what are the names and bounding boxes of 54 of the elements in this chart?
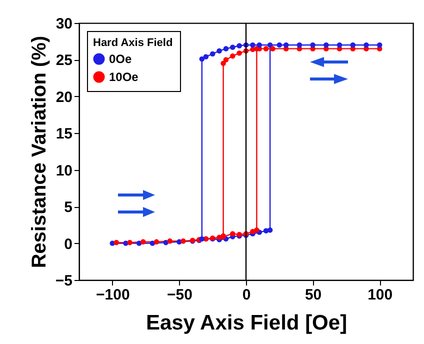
point (140, 239, 146, 244)
legend-label: 10Oe (109, 70, 139, 84)
point (270, 46, 276, 52)
point (230, 53, 236, 59)
point (199, 236, 205, 242)
point (336, 42, 342, 48)
point (167, 238, 172, 244)
point (324, 42, 329, 48)
point (114, 240, 120, 246)
y-tick-label: 20 (56, 88, 72, 106)
point (276, 42, 282, 48)
point (376, 42, 382, 48)
y-tick-label: 15 (56, 126, 72, 143)
point (220, 60, 226, 66)
x-tick-label: 0 (242, 286, 251, 304)
point (256, 42, 262, 48)
point (263, 46, 269, 52)
x-tick-label: −50 (166, 286, 192, 304)
point (310, 42, 316, 48)
point (267, 42, 273, 48)
point (154, 239, 160, 244)
point (236, 43, 242, 48)
point (254, 227, 260, 233)
legend-label: 0Oe (109, 52, 132, 66)
point (223, 57, 229, 62)
point (216, 48, 222, 54)
point (203, 54, 209, 60)
point (250, 46, 256, 52)
point (127, 240, 132, 246)
point (199, 56, 205, 62)
y-axis-title: Resistance Variation (%) (28, 36, 50, 268)
x-tick-label: −100 (96, 286, 130, 304)
point (283, 42, 289, 48)
legend-title: Hard Axis Field (93, 37, 173, 49)
point (223, 46, 229, 52)
x-tick-label: 50 (304, 286, 322, 304)
y-tick-label: −5 (55, 272, 72, 290)
point (180, 238, 186, 244)
point (350, 42, 356, 48)
point (230, 44, 236, 50)
point (236, 50, 242, 56)
point (250, 42, 256, 48)
point (230, 231, 236, 236)
point (210, 51, 216, 56)
y-tick-label: 5 (64, 199, 72, 216)
point (296, 42, 302, 48)
point (267, 227, 273, 233)
y-tick-label: 25 (56, 52, 72, 70)
x-tick-label: 100 (368, 286, 393, 304)
point (364, 42, 369, 48)
y-tick-label: 10 (56, 162, 72, 180)
y-tick-label: 30 (56, 16, 72, 32)
y-tick-label: 0 (64, 236, 72, 253)
x-axis-title: Easy Axis Field [Oe] (146, 312, 348, 334)
